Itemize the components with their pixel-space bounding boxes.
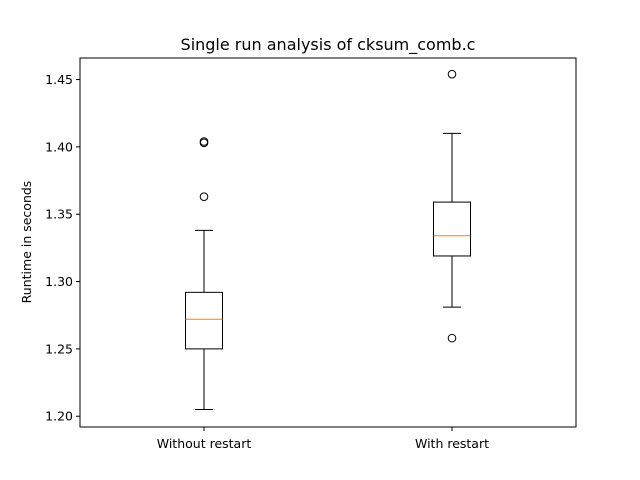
y-axis-label: Runtime in seconds (19, 181, 34, 304)
outlier-point (199, 137, 209, 146)
box-iqr (433, 201, 471, 257)
y-tick-label: 1.40 (45, 139, 73, 154)
box-iqr (185, 291, 223, 350)
y-tick-label: 1.35 (45, 207, 73, 222)
outlier-point (447, 333, 457, 343)
axes-frame (79, 57, 577, 428)
outlier-point (447, 69, 457, 79)
y-tick-label: 1.20 (45, 409, 73, 424)
outlier-point (199, 192, 209, 202)
x-tick-label: Without restart (157, 436, 252, 451)
y-tick-label: 1.25 (45, 341, 73, 356)
y-tick-label: 1.45 (45, 72, 73, 87)
plot-area: 1.20 1.25 1.30 1.35 1.40 1.45 Without restart W… (45, 69, 489, 451)
y-tick-label: 1.30 (45, 274, 73, 289)
chart-title: Single run analysis of cksum_comb.c (181, 35, 476, 55)
x-tick-label: With restart (415, 436, 489, 451)
